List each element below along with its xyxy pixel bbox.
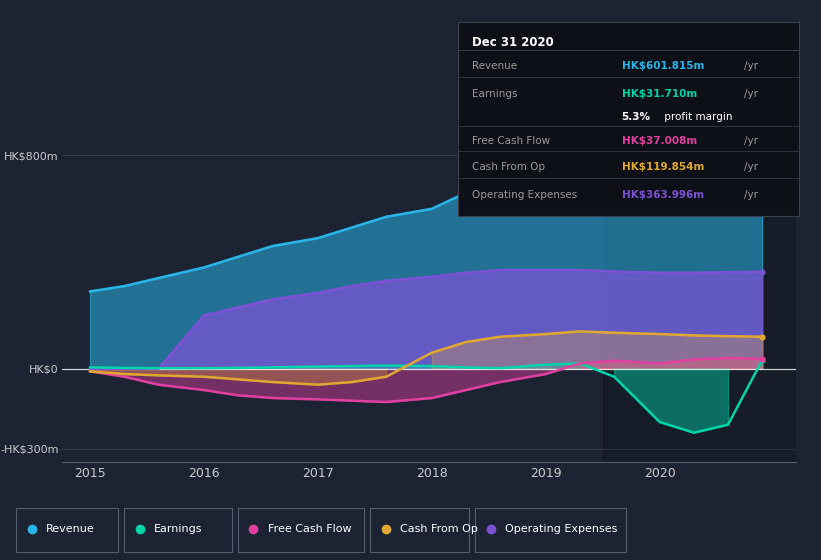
Text: HK$37.008m: HK$37.008m	[621, 137, 697, 146]
Text: /yr: /yr	[745, 189, 759, 199]
Text: Cash From Op: Cash From Op	[400, 524, 478, 534]
Text: Operating Expenses: Operating Expenses	[472, 189, 577, 199]
Text: HK$31.710m: HK$31.710m	[621, 89, 697, 99]
Text: /yr: /yr	[745, 89, 759, 99]
Text: Earnings: Earnings	[154, 524, 202, 534]
Bar	[238, 507, 365, 552]
Bar	[475, 507, 626, 552]
Text: profit margin: profit margin	[661, 112, 732, 122]
Text: Free Cash Flow: Free Cash Flow	[472, 137, 550, 146]
Text: Revenue: Revenue	[472, 61, 517, 71]
Text: HK$363.996m: HK$363.996m	[621, 189, 704, 199]
Bar	[16, 507, 118, 552]
Text: Operating Expenses: Operating Expenses	[505, 524, 617, 534]
Text: HK$119.854m: HK$119.854m	[621, 162, 704, 172]
Bar	[370, 507, 469, 552]
Bar	[603, 129, 796, 462]
Text: /yr: /yr	[745, 137, 759, 146]
Text: Dec 31 2020: Dec 31 2020	[472, 36, 553, 49]
Text: /yr: /yr	[745, 61, 759, 71]
Text: HK$601.815m: HK$601.815m	[621, 61, 704, 71]
Text: Free Cash Flow: Free Cash Flow	[268, 524, 351, 534]
Text: 5.3%: 5.3%	[621, 112, 651, 122]
Text: Cash From Op: Cash From Op	[472, 162, 545, 172]
Text: Earnings: Earnings	[472, 89, 517, 99]
Bar	[124, 507, 232, 552]
Text: Revenue: Revenue	[46, 524, 94, 534]
Text: /yr: /yr	[745, 162, 759, 172]
